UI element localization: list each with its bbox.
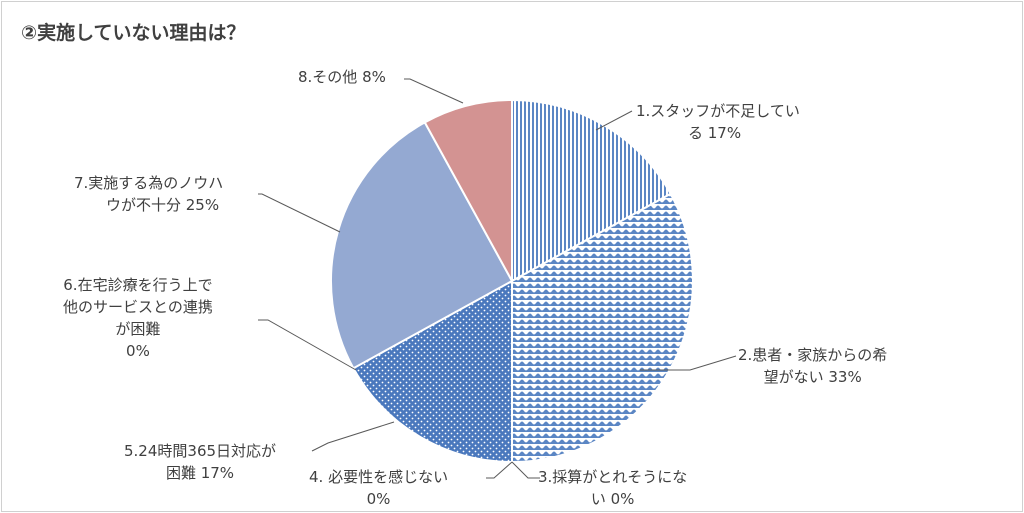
pie-slice-7: [330, 121, 514, 370]
slice-label-5: 5.24時間365日対応が 困難 17%: [124, 442, 277, 482]
leader-line-6: [258, 319, 357, 371]
leader-line-8: [404, 78, 464, 104]
pie-slice-8: [423, 98, 513, 282]
leader-line-5: [311, 421, 395, 452]
pie-slice-2: [511, 192, 694, 464]
slice-label-6: 6.在宅診療を行う上で 他のサービスとの連携 が困難 0%: [63, 276, 213, 360]
leader-line-2: [640, 355, 737, 371]
slice-label-2: 2.患者・家族からの希 望がない 33%: [738, 346, 888, 386]
pie-slice-5: [352, 279, 513, 464]
slice-label-4: 4. 必要性を感じない 0%: [309, 468, 449, 508]
leader-line-7: [258, 193, 341, 233]
slice-label-8: 8.その他 8%: [298, 68, 386, 86]
chart-title: ②実施していない理由は？: [21, 22, 246, 44]
slice-label-1: 1.スタッフが不足してい る 17%: [636, 102, 800, 142]
leader-line-3: [511, 461, 540, 479]
leader-line-1: [595, 110, 633, 131]
leader-line-4: [486, 461, 513, 479]
slice-label-3: 3.採算がとれそうにな い 0%: [538, 468, 688, 508]
slice-label-7: 7.実施する為のノウハ ウが不十分 25%: [74, 174, 224, 214]
